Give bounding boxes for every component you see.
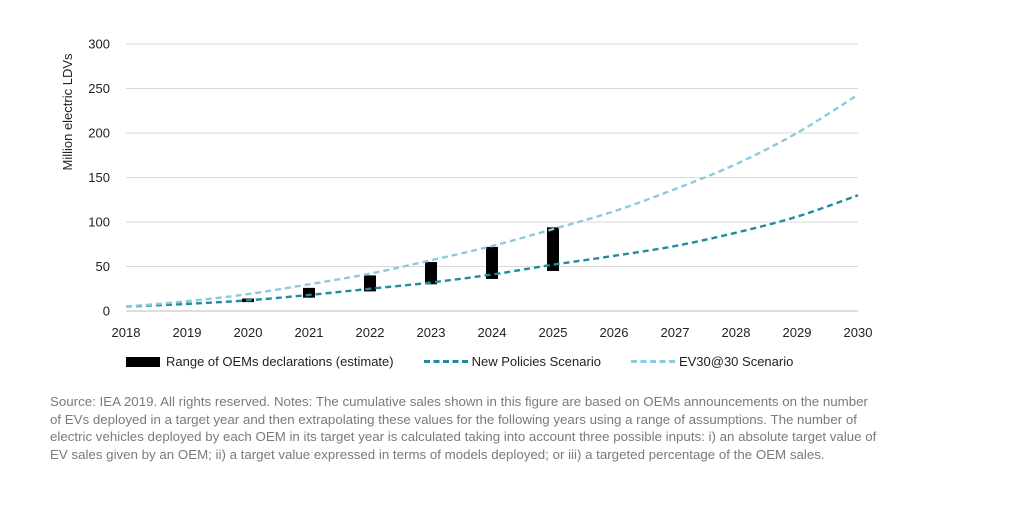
y-tick-label: 100 bbox=[88, 215, 110, 230]
legend-swatch-ev3030 bbox=[630, 360, 675, 363]
y-tick-label: 0 bbox=[103, 304, 110, 319]
x-tick-label: 2026 bbox=[600, 325, 629, 340]
x-tick-label: 2022 bbox=[356, 325, 385, 340]
x-tick-label: 2028 bbox=[722, 325, 751, 340]
y-tick-label: 250 bbox=[88, 81, 110, 96]
legend-item-oem-range: Range of OEMs declarations (estimate) bbox=[126, 354, 394, 369]
y-axis: 0 50 100 150 200 250 300 bbox=[88, 37, 110, 319]
legend: Range of OEMs declarations (estimate) Ne… bbox=[126, 354, 823, 369]
x-tick-label: 2030 bbox=[844, 325, 873, 340]
x-tick-label: 2027 bbox=[661, 325, 690, 340]
x-tick-label: 2029 bbox=[783, 325, 812, 340]
source-note: Source: IEA 2019. All rights reserved. N… bbox=[50, 394, 877, 462]
series-line-ev3030 bbox=[125, 93, 859, 308]
series-lines bbox=[125, 93, 859, 308]
oem-range-bar bbox=[364, 275, 376, 292]
oem-range-bar bbox=[303, 287, 315, 298]
legend-item-new-policies: New Policies Scenario bbox=[423, 354, 601, 369]
legend-label-new-policies: New Policies Scenario bbox=[471, 354, 601, 369]
oem-range-bar bbox=[425, 262, 437, 285]
legend-label-oem-range: Range of OEMs declarations (estimate) bbox=[166, 354, 394, 369]
y-tick-label: 150 bbox=[88, 170, 110, 185]
oem-range-bar bbox=[486, 246, 498, 279]
y-tick-label: 50 bbox=[96, 259, 110, 274]
legend-swatch-oem-range bbox=[126, 356, 160, 367]
x-tick-label: 2021 bbox=[295, 325, 324, 340]
oem-range-bars bbox=[242, 227, 559, 303]
y-tick-label: 200 bbox=[88, 126, 110, 141]
x-tick-label: 2024 bbox=[478, 325, 507, 340]
legend-item-ev3030: EV30@30 Scenario bbox=[630, 354, 794, 369]
legend-label-ev3030: EV30@30 Scenario bbox=[678, 354, 794, 369]
oem-range-bar bbox=[547, 227, 559, 271]
series-line-new-policies bbox=[125, 194, 859, 308]
legend-swatch-new-policies bbox=[423, 360, 468, 363]
y-tick-label: 300 bbox=[88, 37, 110, 52]
x-tick-label: 2018 bbox=[112, 325, 141, 340]
gridlines bbox=[126, 43, 858, 312]
x-tick-label: 2020 bbox=[234, 325, 263, 340]
y-axis-label: Million electric LDVs bbox=[60, 53, 75, 171]
x-axis: 2018 2019 2020 2021 2022 2023 2024 2025 2026 2027… bbox=[112, 325, 873, 340]
x-tick-label: 2023 bbox=[417, 325, 446, 340]
x-tick-label: 2019 bbox=[173, 325, 202, 340]
x-tick-label: 2025 bbox=[539, 325, 568, 340]
